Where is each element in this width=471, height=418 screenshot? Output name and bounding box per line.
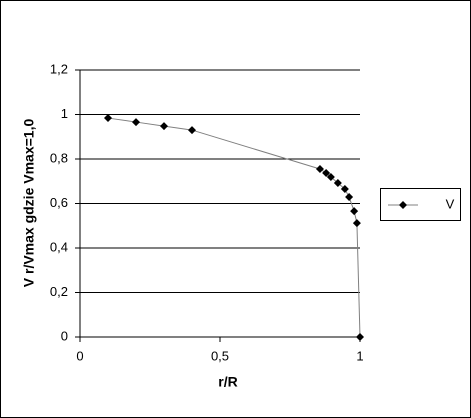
point	[322, 169, 331, 178]
point	[350, 207, 359, 216]
point	[132, 118, 140, 127]
x-tick-label: 0	[76, 348, 83, 363]
y-tick-label: 1,2	[50, 61, 68, 76]
x-axis-title: r/R	[218, 374, 237, 390]
point	[340, 185, 349, 194]
y-tick-label: 1	[61, 106, 68, 121]
point	[345, 193, 354, 202]
legend-label: V	[446, 196, 455, 211]
point	[104, 114, 112, 123]
point	[356, 333, 364, 341]
y-tick-label: 0,8	[50, 150, 68, 165]
point	[188, 126, 196, 135]
legend-marker	[399, 201, 407, 209]
y-tick-label: 0	[61, 328, 68, 343]
y-axis-title: V r/Vmax gdzie Vmax=1,0	[21, 119, 37, 288]
y-tick-label: 0,2	[50, 284, 68, 299]
y-tick-label: 0,6	[50, 195, 68, 210]
point	[326, 173, 335, 182]
point	[352, 219, 361, 228]
point	[333, 179, 342, 188]
x-tick-label: 1	[356, 348, 363, 363]
point	[315, 165, 324, 174]
x-tick-label: 0,5	[211, 348, 229, 363]
y-tick-label: 0,4	[50, 239, 68, 254]
point	[160, 122, 168, 131]
